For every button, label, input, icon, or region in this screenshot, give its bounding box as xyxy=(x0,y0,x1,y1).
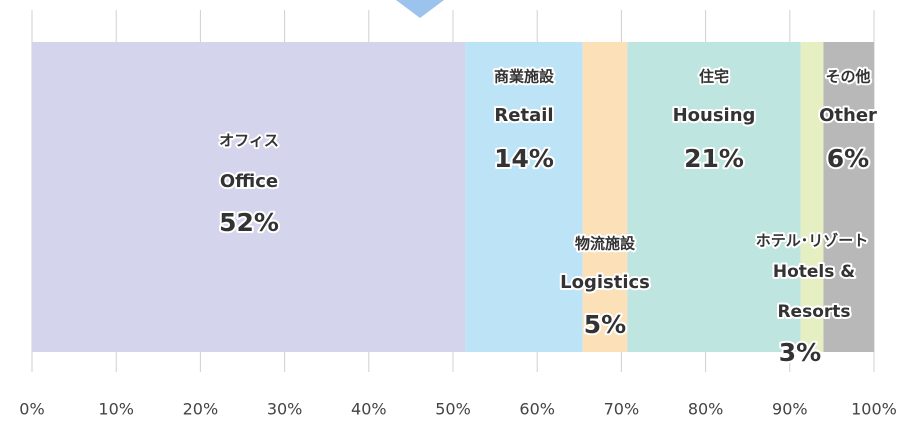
segment-name: 物流施設 xyxy=(575,235,636,253)
x-tick-label: 70% xyxy=(604,400,640,419)
x-tick-label: 50% xyxy=(435,400,471,419)
bars xyxy=(32,42,874,352)
bar-segment xyxy=(465,42,583,352)
segment-name: ホテル･リゾート xyxy=(756,232,869,250)
x-tick-label: 30% xyxy=(267,400,303,419)
bar-segment xyxy=(627,42,801,352)
segment-name: 住宅 xyxy=(699,68,729,86)
segment-name-en: Office xyxy=(220,171,278,192)
segment-value-label: 3% xyxy=(779,338,821,367)
x-tick-label: 40% xyxy=(351,400,387,419)
segment-value-label: 21% xyxy=(684,144,744,173)
bar-segment xyxy=(800,42,824,352)
arrow-indicator xyxy=(396,0,444,18)
x-tick-label: 0% xyxy=(19,400,44,419)
segment-value-label: 5% xyxy=(584,310,626,339)
x-tick-label: 90% xyxy=(772,400,808,419)
x-tick-label: 20% xyxy=(183,400,219,419)
bar-segment xyxy=(823,42,874,352)
segment-name: 商業施設 xyxy=(494,68,555,86)
segment-name-en: Retail xyxy=(494,105,553,126)
segment-name-en: Hotels & Resorts xyxy=(773,262,855,322)
segment-value-label: 52% xyxy=(219,208,279,237)
segment-value-label: 6% xyxy=(827,144,869,173)
segment-name-en: Other xyxy=(819,105,877,126)
segment-name-en: Logistics xyxy=(560,272,650,293)
segment-value-label: 14% xyxy=(494,144,554,173)
x-tick-label: 80% xyxy=(688,400,724,419)
labels: オフィス Office 52% 商業施設 Retail 14% 物流施設 Logistics 5… xyxy=(217,66,879,370)
bar-segment xyxy=(32,42,466,352)
x-tick-label: 10% xyxy=(98,400,134,419)
segment-name-en: Housing xyxy=(673,105,756,126)
x-tick-label: 100% xyxy=(851,400,897,419)
x-tick-label: 60% xyxy=(519,400,555,419)
segment-name: オフィス xyxy=(219,132,279,150)
bar-segment xyxy=(582,42,628,352)
segment-name: その他 xyxy=(825,68,870,86)
